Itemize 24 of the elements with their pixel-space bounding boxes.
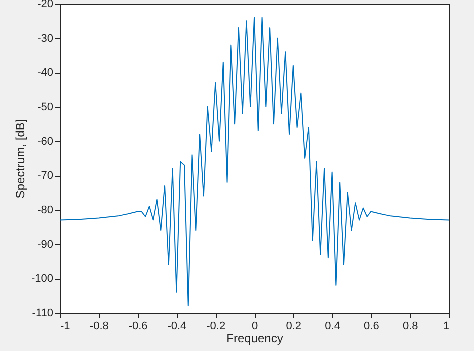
line-series (60, 17, 449, 307)
x-tick-label: -1 (60, 320, 70, 332)
x-axis-title: Frequency (226, 332, 284, 346)
x-tick-label: 0.4 (325, 320, 340, 332)
x-tick-label: -0.4 (168, 320, 187, 332)
x-tick-label: 0.6 (364, 320, 380, 332)
y-tick-label: -20 (38, 0, 54, 10)
y-tick-label: -80 (38, 204, 54, 216)
y-tick-label: -40 (38, 67, 54, 80)
x-tick-label: 1 (443, 320, 450, 332)
x-tick-label: 0 (252, 320, 258, 332)
x-tick-label: 0.2 (286, 320, 302, 332)
x-tick-label: -0.6 (128, 320, 148, 332)
y-tick-label: -30 (38, 32, 54, 45)
x-tick-label: 0.8 (402, 320, 418, 332)
y-tick-label: -90 (38, 238, 54, 251)
y-tick-label: -100 (31, 273, 54, 286)
x-tick-label: -0.2 (206, 320, 226, 332)
y-tick-label: -110 (32, 308, 54, 320)
y-tick-label: -50 (38, 102, 54, 114)
y-axis-title: Spectrum, [dB] (13, 119, 28, 199)
y-tick-label: -70 (38, 170, 54, 182)
x-tick-label: -0.8 (90, 320, 109, 332)
y-tick-label: -60 (38, 136, 54, 148)
